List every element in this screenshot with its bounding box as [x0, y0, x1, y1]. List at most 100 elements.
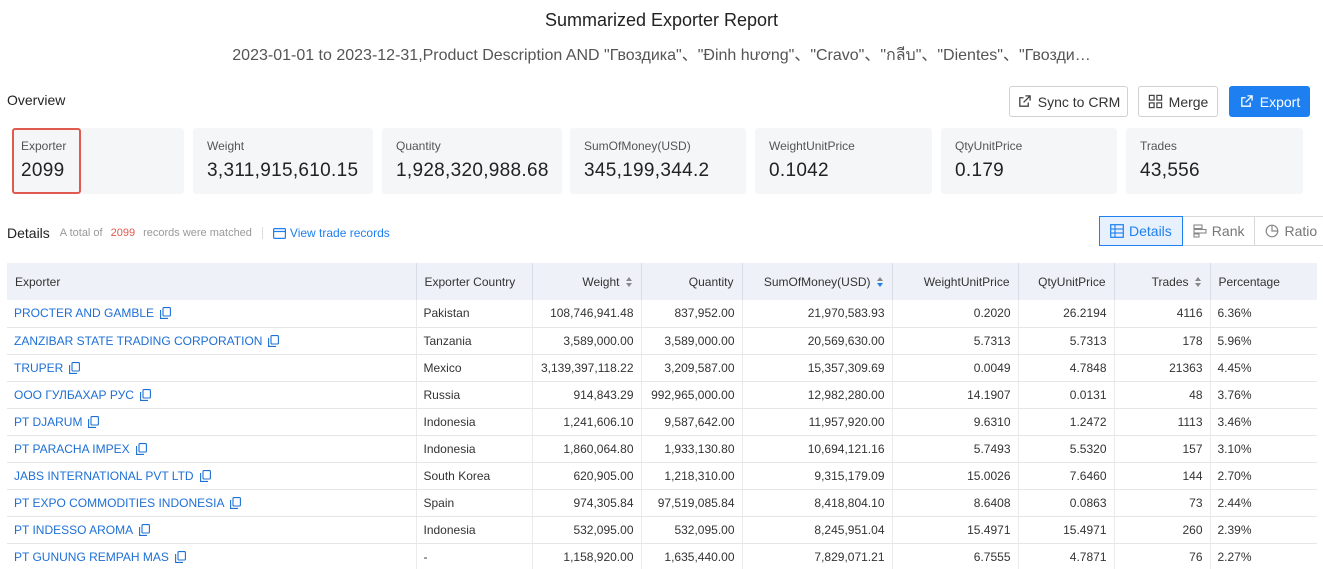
export-icon — [1240, 95, 1253, 107]
copy-icon[interactable] — [88, 415, 100, 428]
table-icon — [1110, 224, 1124, 238]
table-row: ZANZIBAR STATE TRADING CORPORATION Tanzan… — [7, 327, 1317, 355]
tab-ratio-label: Ratio — [1284, 223, 1318, 239]
tab-ratio[interactable]: Ratio — [1254, 216, 1323, 246]
cell-quantity: 1,218,310.00 — [641, 462, 743, 490]
sort-desc-icon[interactable] — [876, 276, 884, 288]
copy-icon[interactable] — [174, 550, 186, 563]
cell-sum-of-money: 21,970,583.93 — [742, 300, 893, 328]
stat-label: Exporter — [21, 139, 67, 153]
exporter-link[interactable]: PT PARACHA IMPEX — [14, 442, 147, 456]
stat-value: 2099 — [21, 160, 65, 181]
exporter-name: ZANZIBAR STATE TRADING CORPORATION — [14, 333, 263, 348]
stat-value: 43,556 — [1140, 160, 1200, 181]
cell-country: Spain — [416, 489, 533, 517]
cell-weight-unit-price: 9.6310 — [892, 408, 1019, 436]
stat-value: 0.179 — [955, 160, 1005, 181]
cell-exporter: JABS INTERNATIONAL PVT LTD — [7, 462, 417, 490]
overview-label: Overview — [7, 92, 66, 108]
stat-exporter: Exporter 2099 — [12, 128, 81, 194]
column-header-trades[interactable]: Trades — [1114, 263, 1211, 300]
exporter-table: Exporter Exporter Country Weight Quantit… — [7, 263, 1317, 569]
cell-qty-unit-price: 15.4971 — [1018, 516, 1115, 544]
cell-exporter: PT PARACHA IMPEX — [7, 435, 417, 463]
exporter-name: JABS INTERNATIONAL PVT LTD — [14, 468, 194, 483]
copy-icon[interactable] — [199, 469, 211, 482]
cell-quantity: 992,965,000.00 — [641, 381, 743, 409]
exporter-link[interactable]: PROCTER AND GAMBLE — [14, 306, 171, 320]
copy-icon[interactable] — [69, 361, 81, 374]
copy-icon[interactable] — [160, 307, 171, 320]
exporter-name: PT PARACHA IMPEX — [14, 441, 130, 456]
exporter-link[interactable]: PT INDESSO AROMA — [14, 522, 151, 537]
exporter-link[interactable]: ООО ГУЛБАХАР РУС — [14, 388, 151, 402]
cell-trades: 76 — [1114, 543, 1211, 569]
header-label: QtyUnitPrice — [1038, 274, 1106, 289]
stat-weight: Weight 3,311,915,610.15 — [193, 128, 373, 194]
copy-icon[interactable] — [268, 334, 280, 347]
header-label: SumOfMoney(USD) — [763, 274, 871, 289]
cell-weight-unit-price: 0.0049 — [892, 354, 1019, 382]
tab-rank[interactable]: Rank — [1181, 216, 1256, 246]
merge-button[interactable]: Merge — [1138, 86, 1218, 117]
exporter-name: PT EXPO COMMODITIES INDONESIA — [14, 495, 225, 510]
stat-label: QtyUnitPrice — [955, 139, 1023, 153]
header-label: WeightUnitPrice — [923, 274, 1010, 289]
sync-to-crm-button[interactable]: Sync to CRM — [1009, 86, 1128, 117]
stat-label: WeightUnitPrice — [769, 139, 855, 153]
exporter-name: PT INDESSO AROMA — [14, 522, 134, 537]
cell-trades: 21363 — [1114, 354, 1211, 382]
cell-exporter: PROCTER AND GAMBLE — [7, 300, 417, 328]
sort-icon[interactable] — [1194, 276, 1202, 288]
stat-label: Quantity — [396, 139, 441, 153]
exporter-link[interactable]: PT DJARUM — [14, 415, 100, 429]
column-header-quantity: Quantity — [641, 263, 743, 300]
header-label: Exporter — [15, 274, 61, 289]
exporter-link[interactable]: JABS INTERNATIONAL PVT LTD — [14, 469, 211, 483]
exporter-link[interactable]: PT EXPO COMMODITIES INDONESIA — [14, 495, 242, 510]
table-row: TRUPER Mexico 3,139,397,118.22 3,209,587.00… — [7, 354, 1317, 382]
cell-percentage: 2.39% — [1210, 516, 1317, 544]
cell-weight-unit-price: 14.1907 — [892, 381, 1019, 409]
exporter-link[interactable]: ZANZIBAR STATE TRADING CORPORATION — [14, 333, 280, 348]
cell-weight-unit-price: 0.2020 — [892, 300, 1019, 328]
cell-exporter: PT GUNUNG REMPAH MAS — [7, 543, 417, 569]
tab-details[interactable]: Details — [1099, 216, 1183, 246]
cell-quantity: 97,519,085.84 — [641, 489, 743, 517]
export-button[interactable]: Export — [1229, 86, 1310, 117]
view-trade-records-link[interactable]: View trade records — [272, 226, 390, 240]
stat-weight-unit-price: WeightUnitPrice 0.1042 — [755, 128, 932, 194]
stat-label: SumOfMoney(USD) — [584, 139, 691, 153]
cell-quantity: 3,209,587.00 — [641, 354, 743, 382]
cell-exporter: PT EXPO COMMODITIES INDONESIA — [7, 489, 417, 517]
header-label: Quantity — [688, 274, 734, 289]
cell-exporter: PT DJARUM — [7, 408, 417, 436]
cell-percentage: 2.27% — [1210, 543, 1317, 569]
sort-icon[interactable] — [625, 276, 633, 288]
cell-sum-of-money: 10,694,121.16 — [742, 435, 893, 463]
cell-qty-unit-price: 1.2472 — [1018, 408, 1115, 436]
cell-sum-of-money: 8,418,804.10 — [742, 489, 893, 517]
cell-sum-of-money: 12,982,280.00 — [742, 381, 893, 409]
exporter-link[interactable]: PT GUNUNG REMPAH MAS — [14, 550, 186, 564]
exporter-name: PROCTER AND GAMBLE — [14, 306, 155, 321]
cell-country: Mexico — [416, 354, 533, 382]
exporter-link[interactable]: TRUPER — [14, 361, 81, 375]
stat-exporter-bg — [81, 128, 184, 194]
cell-country: South Korea — [416, 462, 533, 490]
copy-icon[interactable] — [230, 496, 242, 509]
copy-icon[interactable] — [139, 388, 151, 401]
stat-value: 1,928,320,988.68 — [396, 160, 549, 181]
copy-icon[interactable] — [135, 442, 147, 455]
copy-icon[interactable] — [139, 523, 151, 536]
column-header-sum-of-money[interactable]: SumOfMoney(USD) — [742, 263, 893, 300]
cell-country: Indonesia — [416, 408, 533, 436]
column-header-weight-unit-price: WeightUnitPrice — [892, 263, 1019, 300]
column-header-weight[interactable]: Weight — [532, 263, 642, 300]
cell-weight-unit-price: 15.0026 — [892, 462, 1019, 490]
header-label: Trades — [1151, 274, 1189, 289]
column-header-exporter-country: Exporter Country — [416, 263, 533, 300]
cell-weight-unit-price: 6.7555 — [892, 543, 1019, 569]
stat-trades: Trades 43,556 — [1126, 128, 1303, 194]
cell-trades: 1113 — [1114, 408, 1211, 436]
